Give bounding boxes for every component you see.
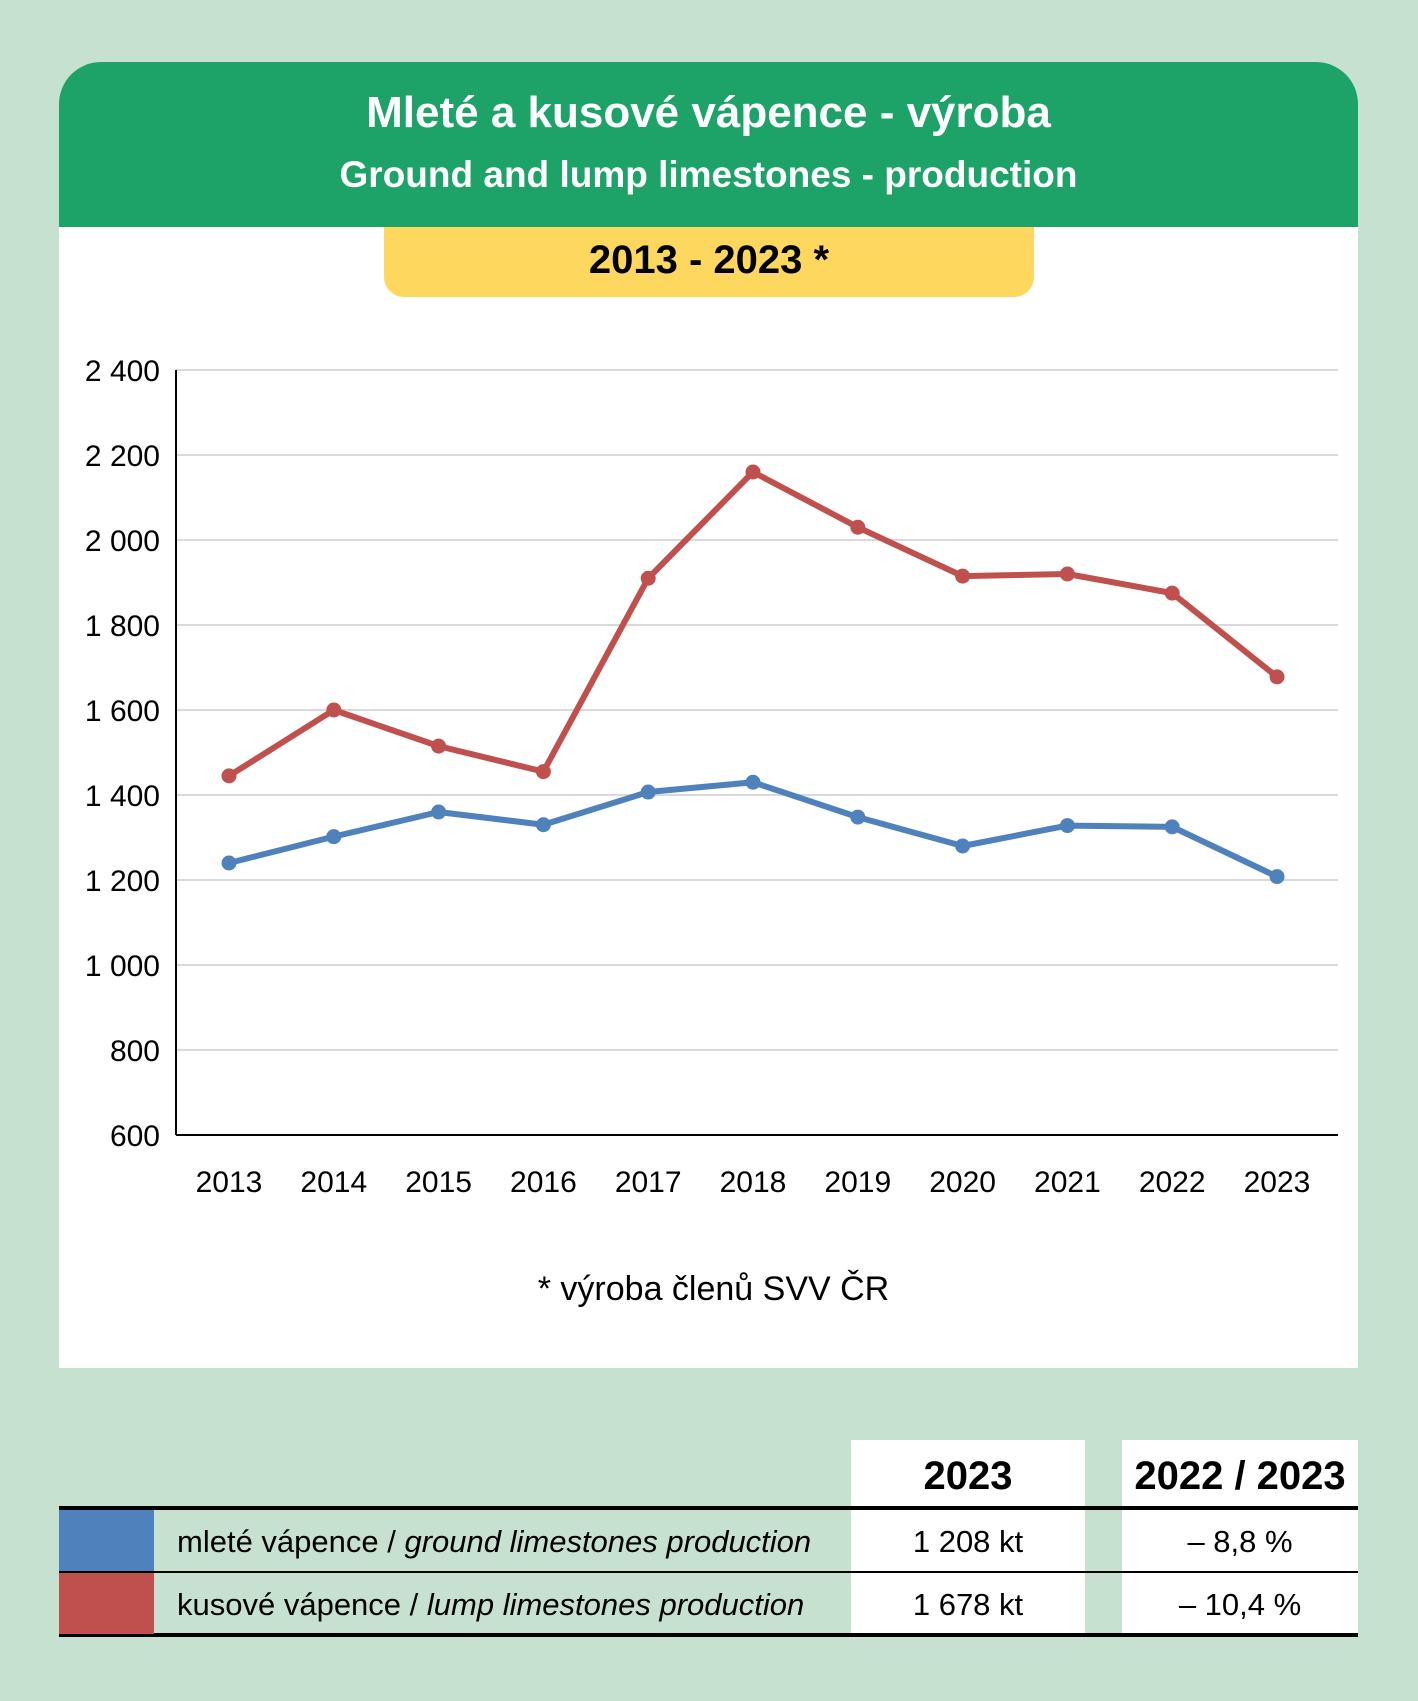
y-tick-label: 1 400 [85, 780, 160, 813]
x-tick-label: 2020 [929, 1166, 996, 1199]
legend-label-ground: mleté vápence / ground limestones produc… [177, 1524, 812, 1559]
data-point [1164, 819, 1180, 835]
y-tick-label: 600 [110, 1120, 160, 1153]
legend-label-lump: kusové vápence / lump limestones product… [177, 1587, 805, 1622]
data-point [745, 464, 761, 480]
data-point [1269, 669, 1285, 685]
title-english: Ground and lump limestones - production [339, 154, 1078, 195]
data-point [640, 784, 656, 800]
y-tick-label: 2 000 [85, 525, 160, 558]
data-point [326, 829, 342, 845]
data-point [1269, 869, 1285, 885]
data-point [431, 738, 447, 754]
y-tick-label: 800 [110, 1035, 160, 1068]
y-tick-label: 1 600 [85, 695, 160, 728]
series-line-0 [228, 779, 1279, 880]
data-point [221, 768, 237, 784]
table-bottom-rule [59, 1633, 1358, 1637]
data-point [221, 855, 237, 871]
data-point [955, 568, 971, 584]
x-tick-label: 2018 [720, 1166, 787, 1199]
y-tick-label: 1 800 [85, 610, 160, 643]
footnote: * výroba členů SVV ČR [537, 1270, 890, 1308]
data-point [535, 764, 551, 780]
chart-panel: Mleté a kusové vápence - výroba Ground a… [59, 62, 1358, 1368]
data-point [1059, 566, 1075, 582]
series-line-1 [227, 469, 1279, 779]
x-tick-label: 2022 [1139, 1166, 1206, 1199]
line-chart: 600 800 1 000 1 200 1 400 1 600 1 800 2 000 2 20… [85, 355, 1338, 1199]
title-czech: Mleté a kusové vápence - výroba [366, 88, 1051, 137]
data-point [640, 570, 656, 586]
y-tick-label: 1 200 [85, 865, 160, 898]
legend-swatch-ground [59, 1510, 154, 1571]
x-tick-label: 2013 [196, 1166, 263, 1199]
table-row-divider [59, 1571, 1358, 1573]
data-point [745, 774, 761, 790]
table-top-rule [59, 1506, 1358, 1510]
x-tick-label: 2015 [405, 1166, 472, 1199]
y-tick-label: 2 400 [85, 355, 160, 388]
header-banner: Mleté a kusové vápence - výroba Ground a… [59, 62, 1358, 227]
x-tick-label: 2014 [300, 1166, 367, 1199]
data-point [1059, 818, 1075, 834]
value-ground-2023: 1 208 kt [912, 1524, 1024, 1559]
x-tick-label: 2017 [615, 1166, 682, 1199]
data-point [535, 817, 551, 833]
y-tick-label: 1 000 [85, 950, 160, 983]
data-point [1164, 585, 1180, 601]
x-tick-label: 2019 [824, 1166, 891, 1199]
data-point [850, 809, 866, 825]
change-lump: – 10,4 % [1178, 1587, 1302, 1622]
change-ground: – 8,8 % [1187, 1524, 1293, 1559]
data-point [326, 702, 342, 718]
value-lump-2023: 1 678 kt [912, 1587, 1024, 1622]
column-header-2023: 2023 [851, 1440, 1085, 1508]
y-tick-label: 2 200 [85, 440, 160, 473]
period-badge: 2013 - 2023 * [384, 227, 1034, 297]
legend-swatch-lump [59, 1573, 154, 1634]
x-tick-label: 2023 [1244, 1166, 1311, 1199]
x-tick-label: 2021 [1034, 1166, 1101, 1199]
column-header-change: 2022 / 2023 [1122, 1440, 1358, 1508]
data-point [955, 838, 971, 854]
x-tick-label: 2016 [510, 1166, 577, 1199]
data-point [431, 804, 447, 820]
data-point [850, 519, 866, 535]
